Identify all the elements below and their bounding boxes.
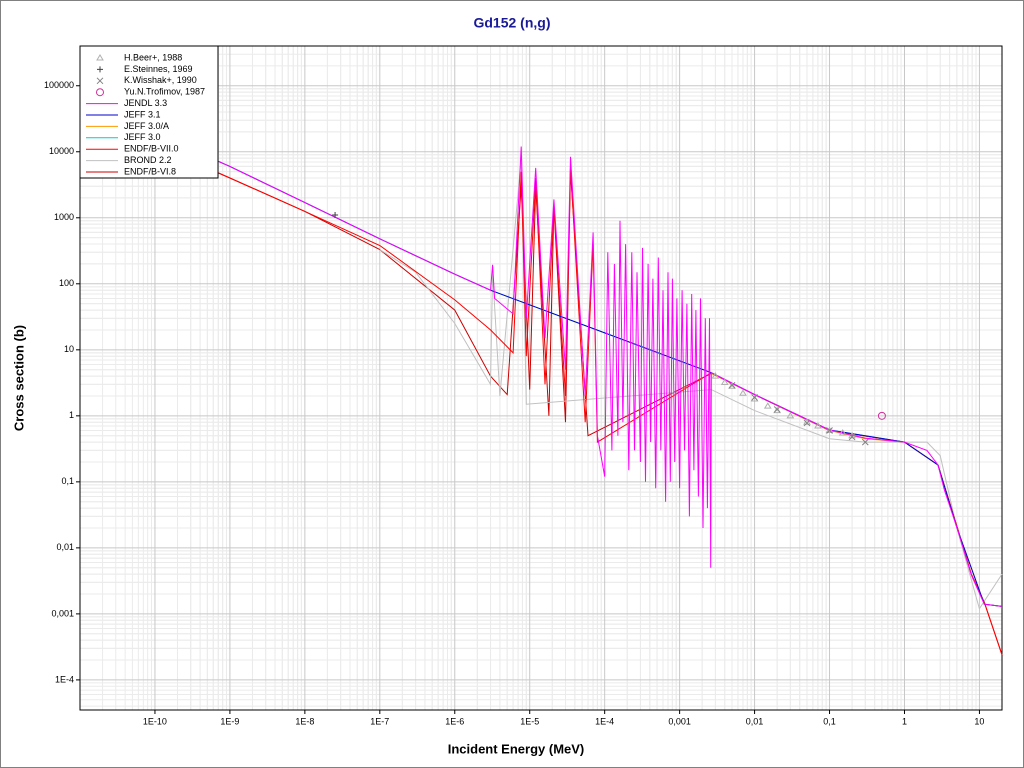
data-point <box>773 406 781 413</box>
y-tick-label: 1 <box>69 410 74 420</box>
data-point <box>332 212 339 219</box>
y-tick-label: 0,001 <box>51 608 74 618</box>
y-tick-label: 0,1 <box>61 476 74 486</box>
y-tick-label: 10 <box>64 344 74 354</box>
data-point <box>773 406 782 414</box>
data-point <box>825 426 834 433</box>
x-tick-label: 1 <box>902 716 907 726</box>
x-tick-label: 1E-6 <box>445 716 464 726</box>
data-point <box>877 411 886 420</box>
legend-label: BROND 2.2 <box>124 155 172 165</box>
legend-label: E.Steinnes, 1969 <box>124 64 193 74</box>
data-point <box>711 372 720 379</box>
plot-border <box>79 45 1003 711</box>
legend-label: JEFF 3.0/A <box>124 121 169 131</box>
y-tick-label: 10000 <box>49 146 74 156</box>
x-tick-label: 1E-9 <box>220 716 239 726</box>
data-point <box>826 427 833 434</box>
x-tick-label: 1E-10 <box>143 716 167 726</box>
data-point <box>803 419 811 427</box>
legend-label: JENDL 3.3 <box>124 98 167 108</box>
data-point <box>728 381 736 389</box>
y-tick-label: 100000 <box>44 80 74 90</box>
legend-marker <box>96 54 104 61</box>
legend-label: JEFF 3.0 <box>124 132 161 142</box>
plot-background <box>80 46 1002 710</box>
x-tick-label: 1E-7 <box>370 716 389 726</box>
x-tick-label: 1E-8 <box>295 716 314 726</box>
chart-title: Gd152 (n,g) <box>473 15 550 31</box>
x-tick-label: 1E-4 <box>595 716 614 726</box>
y-axis-label: Cross section (b) <box>11 325 26 431</box>
x-tick-label: 0,001 <box>668 716 691 726</box>
y-tick-label: 100 <box>59 278 74 288</box>
legend-marker <box>97 66 103 73</box>
data-point <box>838 429 847 436</box>
legend-label: K.Wisshak+, 1990 <box>124 75 197 85</box>
data-point <box>728 382 736 389</box>
x-tick-label: 10 <box>974 716 984 726</box>
legend-marker <box>96 88 104 97</box>
legend-label: H.Beer+, 1988 <box>124 52 182 62</box>
data-point <box>751 394 758 401</box>
x-tick-label: 0,1 <box>823 716 836 726</box>
legend-label: ENDF/B-VI.8 <box>124 166 176 176</box>
grid: 1E-10 1E-9 1E-8 1E-7 1E-6 1E-5 1E-4 0,001 0,01 0,… <box>44 45 1003 726</box>
x-tick-label: 0,01 <box>746 716 764 726</box>
data-point <box>763 402 772 409</box>
y-tick-label: 0,01 <box>56 542 74 552</box>
data-point <box>861 438 869 446</box>
series-line <box>79 99 1003 607</box>
legend-label: Yu.N.Trofimov, 1987 <box>124 87 205 97</box>
y-tick-label: 1E-4 <box>55 674 74 684</box>
x-tick-label: 1E-5 <box>520 716 539 726</box>
data-point <box>848 433 856 441</box>
plot-area <box>79 99 1003 655</box>
x-axis-label: Incident Energy (MeV) <box>448 741 585 756</box>
y-tick-label: 1000 <box>54 212 74 222</box>
data-point <box>739 389 747 396</box>
legend-box <box>79 45 219 179</box>
legend-label: ENDF/B-VII.0 <box>124 144 179 154</box>
legend-label: JEFF 3.1 <box>124 109 161 119</box>
data-point <box>814 422 822 429</box>
legend: H.Beer+, 1988 E.Steinnes, 1969K.Wisshak+,… <box>79 45 219 179</box>
data-point <box>786 411 795 419</box>
legend-marker <box>96 77 104 85</box>
data-point <box>720 378 729 385</box>
